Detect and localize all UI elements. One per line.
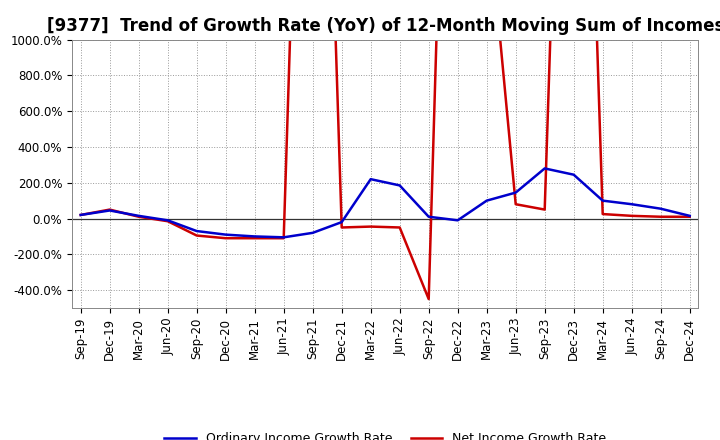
Ordinary Income Growth Rate: [424, 214, 433, 220]
Ordinary Income Growth Rate: [511, 190, 520, 195]
Net Income Growth Rate: [76, 213, 85, 218]
Ordinary Income Growth Rate: [541, 166, 549, 171]
Net Income Growth Rate: [657, 214, 665, 220]
Net Income Growth Rate: [598, 211, 607, 216]
Legend: Ordinary Income Growth Rate, Net Income Growth Rate: Ordinary Income Growth Rate, Net Income …: [159, 427, 611, 440]
Ordinary Income Growth Rate: [279, 235, 288, 240]
Ordinary Income Growth Rate: [163, 218, 172, 223]
Ordinary Income Growth Rate: [221, 232, 230, 237]
Net Income Growth Rate: [424, 297, 433, 302]
Ordinary Income Growth Rate: [454, 218, 462, 223]
Net Income Growth Rate: [251, 235, 259, 241]
Ordinary Income Growth Rate: [685, 213, 694, 219]
Net Income Growth Rate: [685, 214, 694, 220]
Ordinary Income Growth Rate: [366, 176, 375, 182]
Ordinary Income Growth Rate: [482, 198, 491, 203]
Net Income Growth Rate: [366, 224, 375, 229]
Ordinary Income Growth Rate: [308, 230, 317, 235]
Ordinary Income Growth Rate: [251, 234, 259, 239]
Net Income Growth Rate: [511, 202, 520, 207]
Line: Net Income Growth Rate: Net Income Growth Rate: [81, 0, 690, 299]
Net Income Growth Rate: [221, 235, 230, 241]
Net Income Growth Rate: [163, 219, 172, 224]
Net Income Growth Rate: [192, 233, 201, 238]
Ordinary Income Growth Rate: [657, 206, 665, 211]
Ordinary Income Growth Rate: [192, 228, 201, 234]
Ordinary Income Growth Rate: [598, 198, 607, 203]
Ordinary Income Growth Rate: [135, 213, 143, 219]
Net Income Growth Rate: [627, 213, 636, 219]
Net Income Growth Rate: [338, 225, 346, 230]
Ordinary Income Growth Rate: [570, 172, 578, 177]
Net Income Growth Rate: [105, 207, 114, 212]
Net Income Growth Rate: [279, 235, 288, 241]
Ordinary Income Growth Rate: [395, 183, 404, 188]
Net Income Growth Rate: [135, 214, 143, 220]
Ordinary Income Growth Rate: [105, 208, 114, 213]
Ordinary Income Growth Rate: [76, 213, 85, 218]
Net Income Growth Rate: [395, 225, 404, 230]
Line: Ordinary Income Growth Rate: Ordinary Income Growth Rate: [81, 169, 690, 237]
Net Income Growth Rate: [541, 207, 549, 212]
Ordinary Income Growth Rate: [338, 220, 346, 225]
Title: [9377]  Trend of Growth Rate (YoY) of 12-Month Moving Sum of Incomes: [9377] Trend of Growth Rate (YoY) of 12-…: [47, 17, 720, 35]
Ordinary Income Growth Rate: [627, 202, 636, 207]
